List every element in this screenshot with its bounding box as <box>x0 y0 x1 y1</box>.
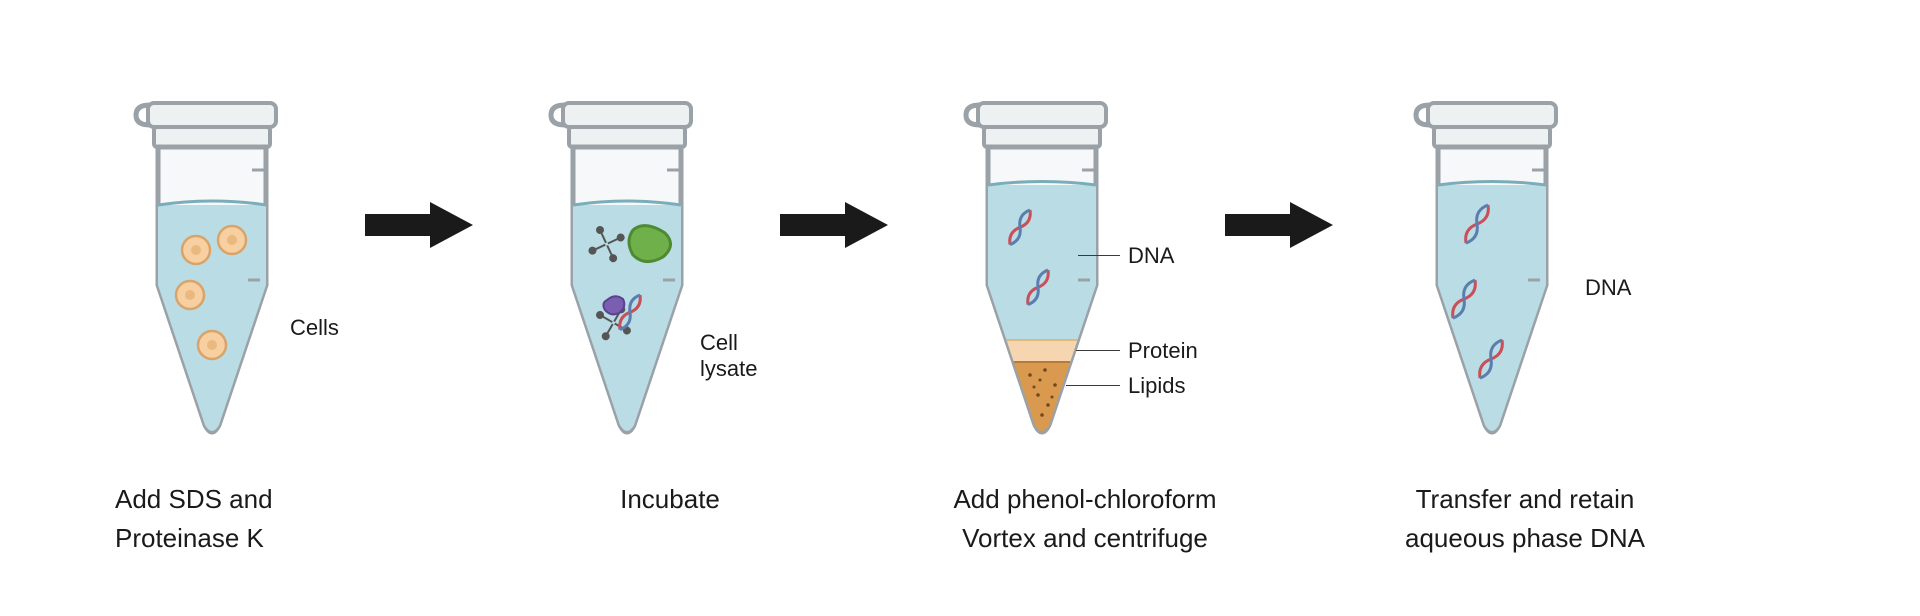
tube-separated: DNA Protein Lipids <box>960 55 1220 435</box>
stage-caption: Transfer and retain aqueous phase DNA <box>1370 480 1680 558</box>
pointer-line <box>1076 350 1120 351</box>
layer-label: DNA <box>1128 243 1174 269</box>
tube-cells: Cells <box>130 55 310 435</box>
arrow-icon <box>365 200 475 255</box>
cell-icon <box>218 226 246 254</box>
arrow-icon <box>780 200 890 255</box>
arrow-icon <box>1225 200 1335 255</box>
cell-icon <box>198 331 226 359</box>
tube-dna-svg <box>1410 55 1590 435</box>
organelle-icon <box>629 226 671 262</box>
tube-lysate-svg <box>545 55 725 435</box>
stage-caption: Add phenol-chloroform Vortex and centrif… <box>920 480 1250 558</box>
cell-icon <box>176 281 204 309</box>
cell-icon <box>182 236 210 264</box>
tube-separated-svg <box>960 55 1140 435</box>
tube-label: Cell lysate <box>700 330 757 382</box>
tube-lysate: Cell lysate <box>545 55 725 435</box>
pointer-line <box>1078 255 1120 256</box>
tube-label: Cells <box>290 315 339 341</box>
tube-label: DNA <box>1585 275 1631 301</box>
tube-dna: DNA <box>1410 55 1590 435</box>
stage-caption: Incubate <box>580 480 760 519</box>
tube-cells-svg <box>130 55 310 435</box>
stage-caption: Add SDS and Proteinase K <box>115 480 375 558</box>
pointer-line <box>1066 385 1120 386</box>
layer-label: Protein <box>1128 338 1198 364</box>
layer-label: Lipids <box>1128 373 1185 399</box>
